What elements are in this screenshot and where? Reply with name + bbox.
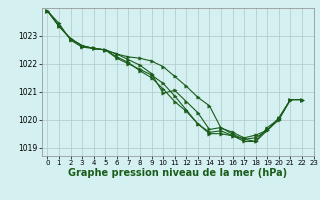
X-axis label: Graphe pression niveau de la mer (hPa): Graphe pression niveau de la mer (hPa)	[68, 168, 287, 178]
